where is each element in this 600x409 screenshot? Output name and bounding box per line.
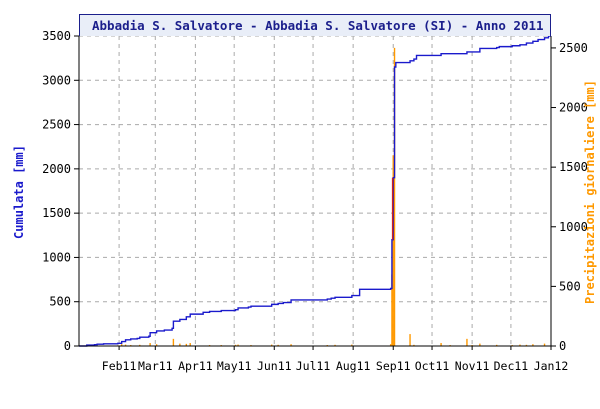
- x-tick-label: Nov11: [455, 359, 490, 373]
- y-left-tick-label: 2000: [42, 162, 71, 176]
- chart-title: Abbadia S. Salvatore - Abbadia S. Salvat…: [92, 18, 544, 33]
- y-axis-left-label: Cumulata [mm]: [12, 145, 26, 239]
- x-tick-label: May11: [217, 359, 252, 373]
- axes: 0 500 1000 1500 2000 2500 3000 3500 0 500 1000 1500…: [42, 29, 588, 373]
- y-left-tick-label: 1500: [42, 206, 71, 220]
- x-tick-label: Jul11: [296, 359, 331, 373]
- y-left-tick-label: 3000: [42, 73, 71, 87]
- x-tick-label: Mar11: [138, 359, 173, 373]
- x-tick-label: Jan12: [534, 359, 569, 373]
- y-left-tick-label: 3500: [42, 29, 71, 43]
- x-tick-label: Aug11: [336, 359, 371, 373]
- y-right-tick-label: 1500: [559, 160, 588, 174]
- x-tick-label: Apr11: [178, 359, 213, 373]
- y-left-tick-label: 2500: [42, 118, 71, 132]
- cumulative-series: [79, 35, 551, 347]
- y-left-tick-label: 500: [49, 295, 71, 309]
- x-tick-label: Oct11: [415, 359, 450, 373]
- y-right-tick-label: 2000: [559, 101, 588, 115]
- y-right-tick-label: 500: [559, 279, 581, 293]
- y-axis-right-label: Precipitazioni giornaliere [mm]: [583, 80, 597, 304]
- y-left-tick-label: 1000: [42, 250, 71, 264]
- y-right-tick-label: 0: [559, 339, 566, 353]
- x-tick-label: Sep11: [376, 359, 411, 373]
- grid: [79, 35, 551, 346]
- y-left-tick-label: 0: [64, 339, 71, 353]
- cumulative-line: [79, 35, 551, 347]
- y-right-tick-label: 2500: [559, 41, 588, 55]
- chart-title-box: Abbadia S. Salvatore - Abbadia S. Salvat…: [79, 14, 551, 36]
- x-tick-label: Feb11: [102, 359, 137, 373]
- y-right-tick-label: 1000: [559, 220, 588, 234]
- x-tick-label: Dec11: [494, 359, 529, 373]
- x-tick-label: Jun11: [257, 359, 292, 373]
